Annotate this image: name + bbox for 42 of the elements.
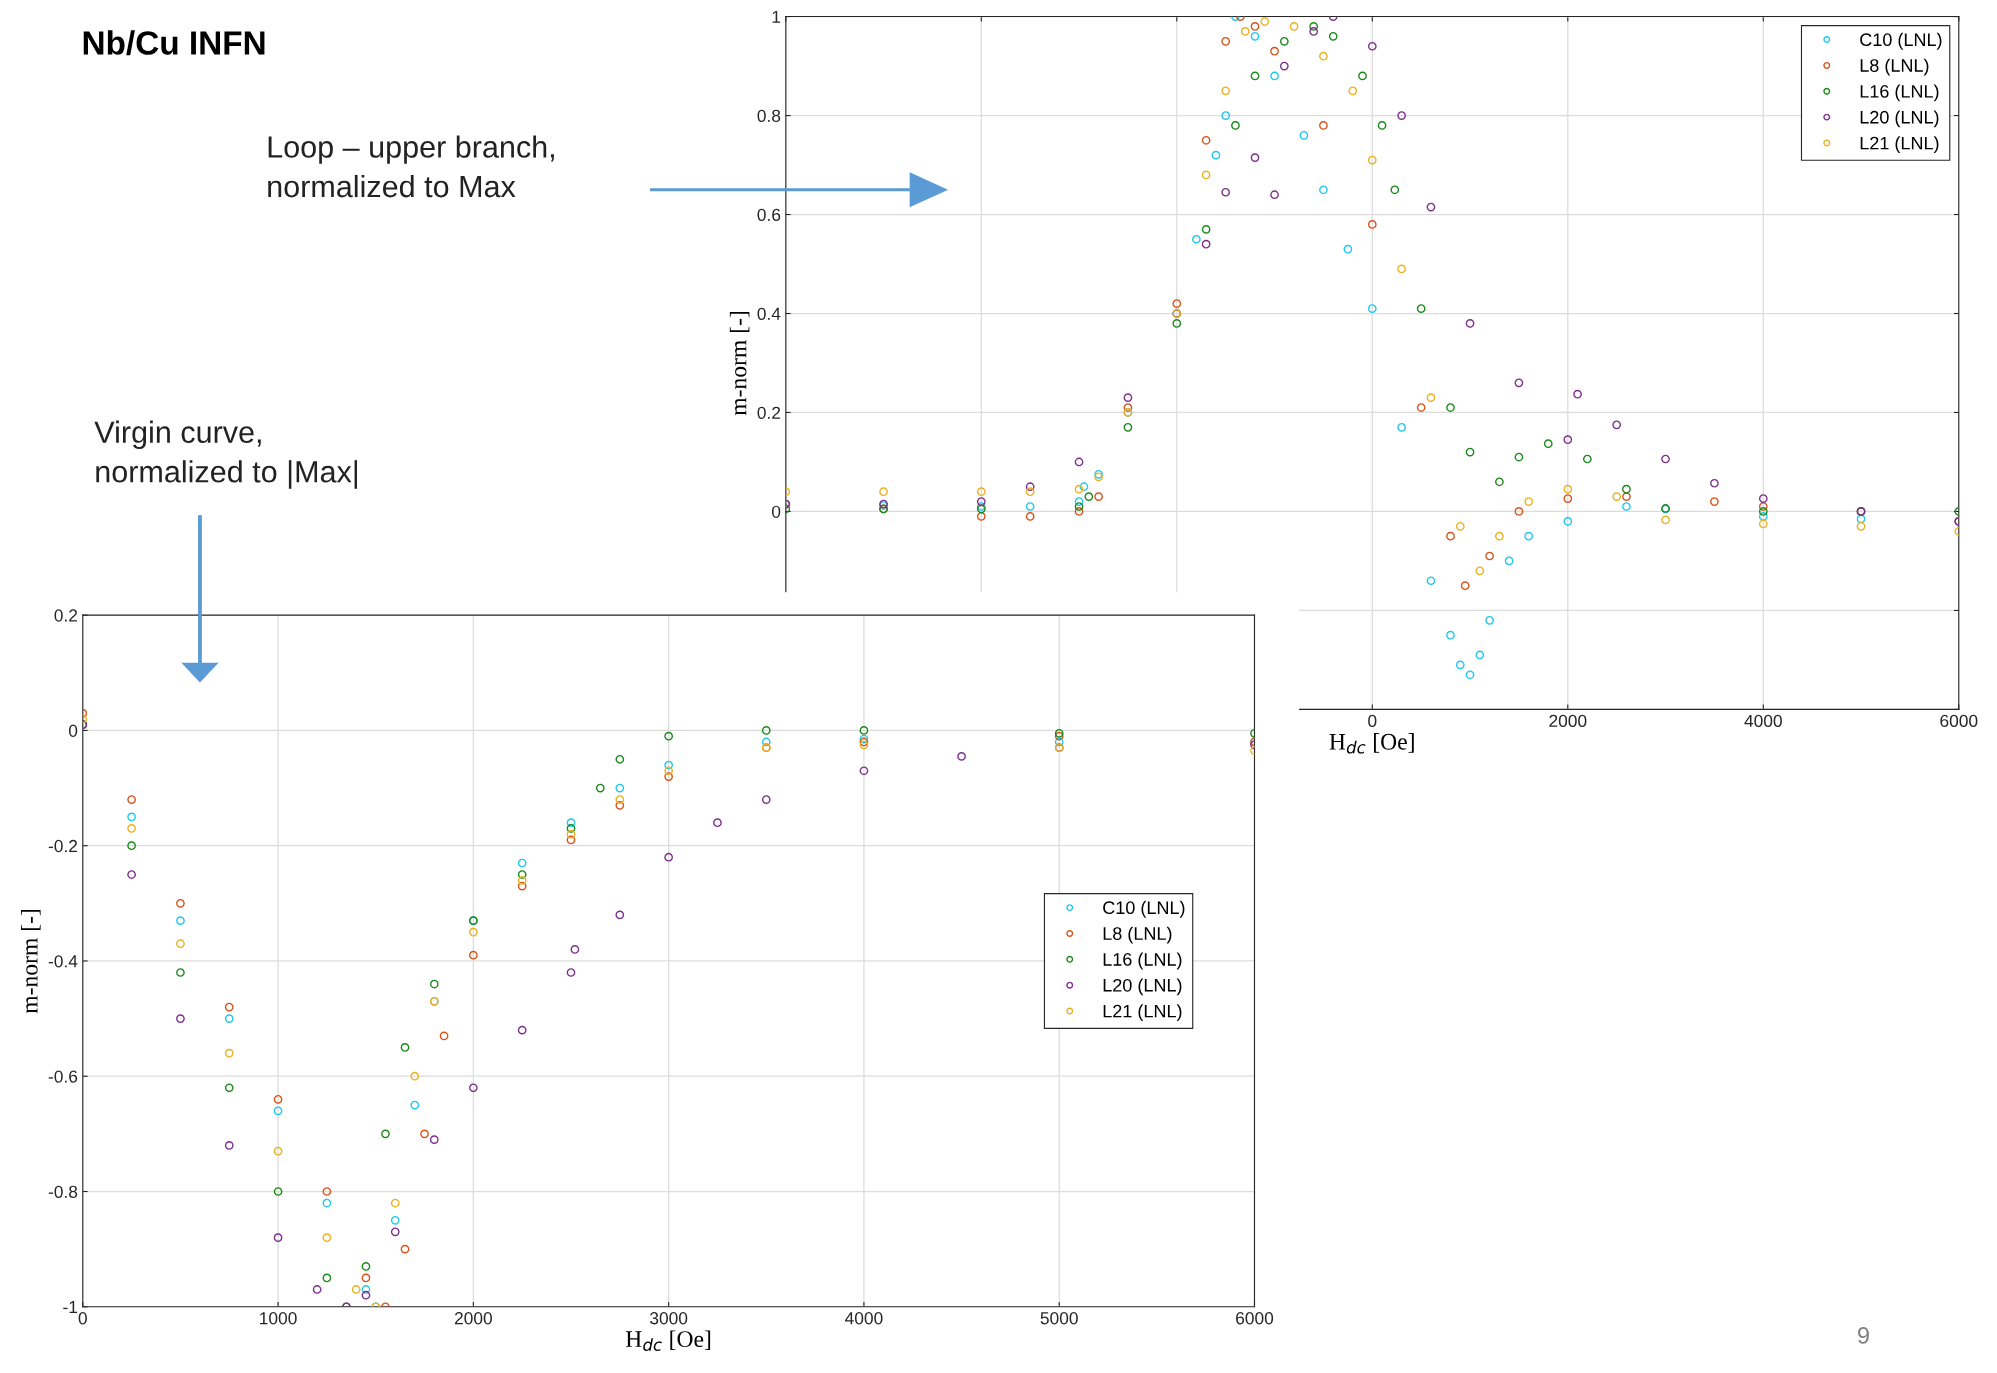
legend-label: C10 (LNL) bbox=[1103, 900, 1185, 918]
x-tick-label: 4000 bbox=[1744, 714, 1782, 728]
y-tick-label: 1 bbox=[772, 10, 781, 23]
y-axis-title: m-norm [-] bbox=[729, 311, 750, 416]
legend-label: L16 (LNL) bbox=[1860, 84, 1939, 102]
y-tick-label: 0.8 bbox=[757, 109, 781, 122]
legend-label: C10 (LNL) bbox=[1860, 32, 1942, 50]
y-tick-label: 0 bbox=[68, 724, 78, 737]
text: 9 bbox=[1858, 1326, 1869, 1344]
x-tick-label: 6000 bbox=[1940, 714, 1978, 728]
text: Loop – upper branch, normalized to Max bbox=[268, 135, 554, 198]
y-tick-label: -0.8 bbox=[48, 1185, 78, 1198]
x-axis-title: H$_{dc}$ [Oe] bbox=[1329, 733, 1414, 754]
legend-label: L16 (LNL) bbox=[1103, 952, 1182, 970]
legend-label: L8 (LNL) bbox=[1103, 926, 1172, 944]
y-tick-label: -0.6 bbox=[48, 1070, 78, 1083]
legend-label: L21 (LNL) bbox=[1860, 136, 1939, 154]
text: Virgin curve, normalized to |Max| bbox=[94, 420, 358, 489]
legend-label: L21 (LNL) bbox=[1103, 1004, 1182, 1022]
y-axis-title: m-norm [-] bbox=[21, 909, 41, 1014]
legend-label: L20 (LNL) bbox=[1860, 110, 1939, 128]
legend-label: L8 (LNL) bbox=[1860, 58, 1929, 76]
x-tick-label: 4000 bbox=[845, 1312, 883, 1325]
x-tick-label: 2000 bbox=[1549, 714, 1587, 728]
y-tick-label: 0.2 bbox=[54, 609, 78, 622]
y-tick-label: 0.4 bbox=[757, 307, 781, 320]
x-tick-label: 6000 bbox=[1236, 1312, 1274, 1325]
chart-title: Nb/Cu INFN bbox=[83, 30, 265, 56]
x-tick-label: 0 bbox=[78, 1312, 87, 1325]
x-tick-label: 0 bbox=[1368, 714, 1377, 728]
x-tick-label: 5000 bbox=[1040, 1312, 1078, 1325]
y-tick-label: 0.6 bbox=[757, 208, 781, 221]
x-tick-label: 1000 bbox=[260, 1312, 297, 1325]
y-tick-label: -0.2 bbox=[48, 839, 78, 853]
x-axis-title: H$_{dc}$ [Oe] bbox=[625, 1330, 711, 1351]
y-tick-label: -1 bbox=[63, 1301, 78, 1314]
y-tick-label: -0.4 bbox=[48, 955, 78, 968]
y-tick-label: 0.2 bbox=[757, 406, 781, 419]
x-tick-label: 3000 bbox=[649, 1312, 688, 1325]
x-tick-label: 2000 bbox=[454, 1312, 492, 1325]
legend-label: L20 (LNL) bbox=[1103, 978, 1182, 996]
y-tick-label: 0 bbox=[771, 505, 781, 518]
